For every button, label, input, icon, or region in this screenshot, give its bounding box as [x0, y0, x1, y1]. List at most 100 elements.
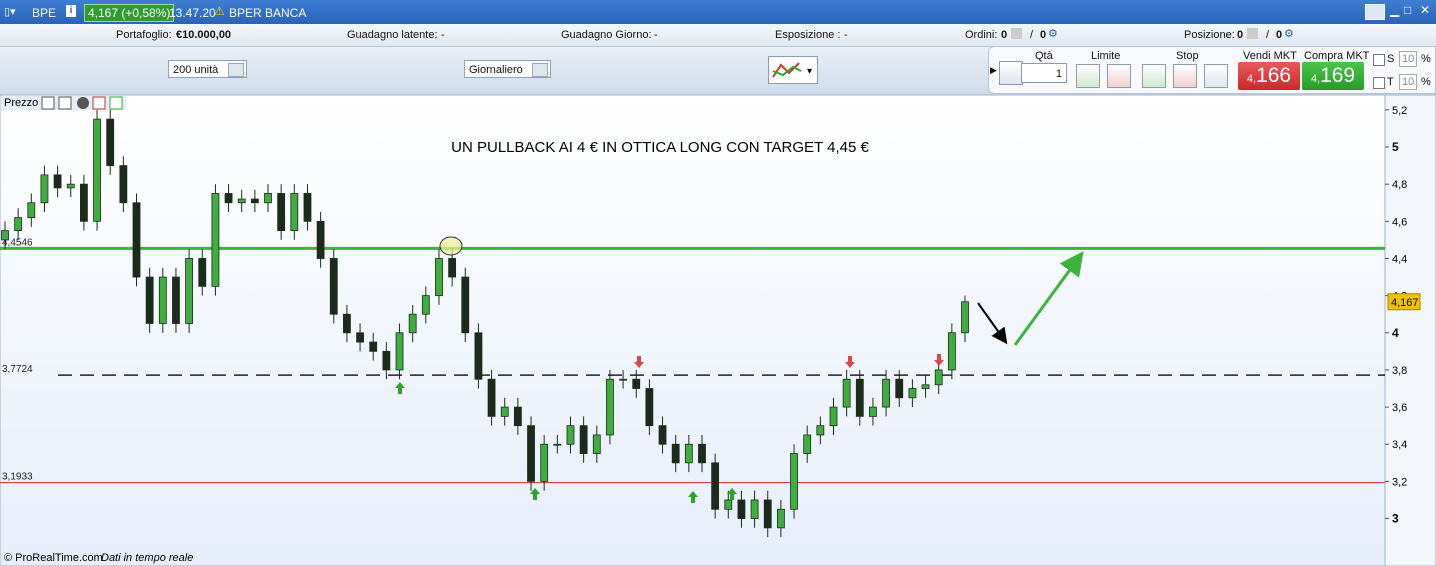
indicator-button[interactable]: ▾: [768, 56, 818, 84]
panel-window[interactable]: [58, 96, 72, 110]
candle-body: [277, 193, 286, 232]
stop-both[interactable]: [1204, 64, 1228, 88]
candle-body: [369, 341, 378, 352]
up-arrow: [395, 382, 405, 394]
candle-body: [158, 276, 167, 324]
minimize[interactable]: ▁: [1390, 3, 1400, 17]
up-arrow: [530, 488, 540, 500]
candle-body: [869, 406, 877, 417]
candle-body: [645, 388, 654, 427]
candle-body: [421, 295, 430, 315]
position-a: 0: [1237, 29, 1244, 41]
candle-body: [895, 378, 904, 399]
candle-body: [80, 183, 88, 222]
pullback-arrow: [977, 302, 1008, 345]
candle-body: [632, 378, 641, 389]
plot-area: [0, 94, 1386, 566]
candle-body: [803, 434, 812, 454]
s-value[interactable]: 10: [1399, 51, 1418, 67]
limit-sell[interactable]: [1107, 64, 1131, 88]
close[interactable]: ✕: [1420, 3, 1431, 17]
y-tick-label: 4: [1392, 326, 1399, 340]
orders-a: 0: [1001, 29, 1008, 41]
maximize[interactable]: □: [1404, 3, 1412, 17]
quantity-select[interactable]: 200 unità: [168, 60, 247, 78]
y-tick-label: 4,6: [1392, 216, 1407, 228]
candle-body: [698, 443, 706, 464]
level-label: 4,4546: [2, 237, 33, 248]
candle-body: [93, 118, 101, 222]
t-value[interactable]: 10: [1399, 74, 1418, 90]
menu-icon[interactable]: ▯▾: [4, 6, 16, 18]
order-panel: ▶ Qtà 1 Limite Stop Vendi MKT 4,166 Comp…: [988, 46, 1436, 94]
latent-label: Guadagno latente:: [347, 29, 438, 41]
position-settings[interactable]: ⚙: [1284, 28, 1294, 40]
title-bar: ▯▾ BPE i 4,167 (+0,58%) 13.47.20 ⚠ BPER …: [0, 0, 1436, 24]
candle-body: [290, 193, 299, 232]
panel-toggle[interactable]: ▶: [990, 65, 997, 75]
time: 13.47.20: [169, 6, 216, 20]
stop-sell[interactable]: [1173, 64, 1197, 88]
info-icon[interactable]: i: [66, 5, 76, 17]
candle-body: [198, 258, 207, 287]
candle-body: [947, 332, 956, 371]
footer-source: © ProRealTime.com: [4, 552, 103, 564]
position-icon: [1247, 28, 1258, 39]
dropdown[interactable]: [532, 63, 548, 77]
candle-body: [737, 499, 746, 519]
period-select[interactable]: Giornaliero: [464, 60, 551, 78]
candle-body: [763, 499, 772, 529]
price-change: 4,167 (+0,58%): [84, 4, 175, 22]
up-arrow: [727, 488, 737, 500]
panel-close[interactable]: [77, 97, 89, 109]
candle-body: [316, 220, 325, 259]
candle-body: [711, 462, 720, 510]
candle-body: [185, 258, 194, 324]
qty-input[interactable]: 1: [1021, 63, 1067, 83]
candle-body: [921, 384, 930, 389]
s-unit: %: [1421, 53, 1431, 65]
candle-body: [579, 425, 588, 454]
annotation: UN PULLBACK AI 4 € IN OTTICA LONG CON TA…: [451, 139, 869, 156]
latent-value: -: [441, 29, 445, 41]
dropdown[interactable]: [228, 63, 244, 77]
candle-body: [172, 276, 180, 324]
orders-sep: /: [1030, 29, 1034, 41]
candle-body: [540, 443, 549, 482]
sell-signals: [634, 354, 944, 368]
exposure-label: Esposizione :: [775, 29, 841, 41]
t-label: T: [1387, 76, 1394, 88]
candle-body: [1, 230, 9, 241]
candle-body: [132, 202, 141, 278]
window-menu[interactable]: [1365, 4, 1385, 20]
down-arrow: [634, 356, 644, 368]
y-tick-label: 5,2: [1392, 105, 1407, 117]
candle-body: [40, 174, 49, 204]
t-checkbox[interactable]: [1373, 77, 1385, 89]
candle-body: [553, 443, 562, 446]
candle-body: [527, 425, 535, 482]
candle-body: [250, 198, 259, 204]
stop-buy[interactable]: [1142, 64, 1166, 88]
sell-button[interactable]: 4,166: [1238, 62, 1300, 90]
candle-body: [750, 499, 759, 519]
candle-body: [566, 425, 575, 445]
limit-buy[interactable]: [1076, 64, 1100, 88]
candle-body: [934, 369, 943, 386]
y-tick-label: 3,6: [1392, 402, 1407, 414]
quantity-text: 200 unità: [173, 64, 219, 76]
orders-settings[interactable]: ⚙: [1048, 28, 1058, 40]
candle-body: [303, 193, 312, 222]
y-tick-label: 3,4: [1392, 439, 1407, 451]
candle-body: [66, 183, 75, 189]
panel-up[interactable]: [109, 96, 123, 110]
last-price-label: 4,167: [1391, 297, 1419, 309]
buy-button[interactable]: 4,169: [1302, 62, 1364, 90]
s-checkbox[interactable]: [1373, 54, 1385, 66]
candle-body: [329, 258, 338, 315]
panel-tool[interactable]: [41, 96, 55, 110]
candle-body: [882, 378, 890, 408]
candle-body: [448, 258, 457, 278]
panel-down[interactable]: [92, 96, 106, 110]
